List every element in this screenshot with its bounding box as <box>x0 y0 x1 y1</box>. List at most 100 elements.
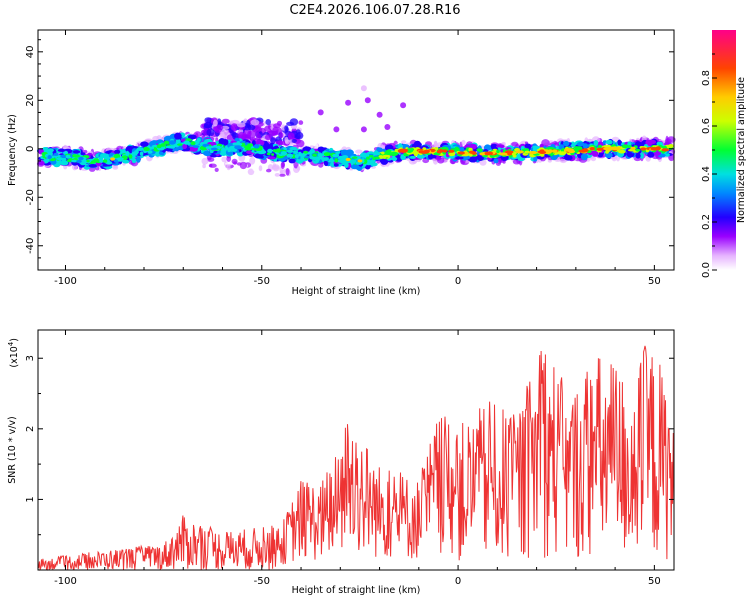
spectrogram-cell <box>88 164 98 168</box>
spectrogram-peak <box>640 147 647 151</box>
spectrogram-cell <box>332 153 340 158</box>
spectrogram-cell <box>288 158 296 164</box>
spectrogram-cell <box>186 142 191 145</box>
spectrogram-cell <box>190 141 196 146</box>
spectrogram-cell <box>401 140 407 144</box>
spectrogram-cell <box>303 150 309 154</box>
spectrogram-peak <box>581 148 590 152</box>
spectrogram-cell <box>476 148 484 152</box>
spectrogram-cell <box>576 141 585 147</box>
spectrogram-peak <box>538 150 547 154</box>
spectrogram-cell <box>286 121 295 126</box>
spectrogram-cell <box>325 148 330 152</box>
spectrogram-cell <box>285 168 290 176</box>
spectrogram-peak <box>357 159 363 163</box>
x-tick-label: 50 <box>648 276 661 287</box>
spectrogram-peak <box>397 149 404 153</box>
spectrogram-cell <box>477 155 484 161</box>
colorbar-gradient <box>712 30 736 270</box>
spectrogram-cell <box>345 99 352 106</box>
spectrogram-peak <box>448 149 455 153</box>
spectrogram-cell <box>317 146 325 152</box>
spectrogram-peak <box>608 146 616 150</box>
spectrogram-cell <box>564 155 573 161</box>
colorbar-tick-label: 0.2 <box>701 214 712 230</box>
spectrogram-cell <box>455 156 464 160</box>
spectrogram-cell <box>493 158 499 164</box>
spectrogram-cell <box>221 147 226 152</box>
snr-x-axis-title: Height of straight line (km) <box>292 585 421 596</box>
spectrogram-cell <box>230 123 238 131</box>
spectrogram-cell <box>250 119 260 126</box>
spectrogram-cell <box>271 165 280 170</box>
y-tick-label: 20 <box>25 94 36 107</box>
spectrogram-cell <box>352 156 358 159</box>
spectrogram-cell <box>266 168 272 173</box>
spectrogram-cell <box>274 173 280 177</box>
spectrogram-cell <box>187 134 197 140</box>
spectrogram-cell <box>117 157 124 162</box>
spectrogram-cell <box>293 161 299 169</box>
spectrogram-cell <box>558 151 567 156</box>
spectrogram-cell <box>174 132 182 140</box>
snr-axes: -100 -50 0 50 1 2 3 <box>25 330 674 587</box>
snr-marks <box>37 345 675 572</box>
spectrogram-cell <box>524 150 530 154</box>
spectrogram-cell <box>266 152 271 156</box>
spectrogram-cell <box>242 134 251 140</box>
spectrogram-cell <box>234 145 243 150</box>
spectrogram-cell <box>378 155 384 159</box>
spectrogram-cell <box>257 150 266 155</box>
spectrogram-cell <box>72 150 81 154</box>
spectrogram-cell <box>217 118 222 125</box>
spectrogram-cell <box>214 167 219 172</box>
spectrogram-cell <box>313 156 321 162</box>
snr-panel: -100 -50 0 50 1 2 3 Height of straight line (k… <box>7 329 675 596</box>
spectrogram-cell <box>312 153 317 157</box>
colorbar: 0.0 0.2 0.4 0.6 0.8 Normalized spectral ampl… <box>701 30 747 278</box>
x-tick-label: -50 <box>254 576 270 587</box>
spectrogram-y-axis-title: Frequency (Hz) <box>7 114 18 186</box>
spectrogram-cell <box>114 149 121 154</box>
spectrogram-cell <box>235 142 243 146</box>
spectrogram-cell <box>297 165 301 171</box>
spectrogram-cell <box>284 136 289 144</box>
spectrogram-cell <box>167 145 175 149</box>
spectrogram-cell <box>103 156 112 160</box>
spectrogram-cell <box>56 157 63 161</box>
spectrogram-cell <box>382 154 391 158</box>
spectrogram-cell <box>501 141 506 146</box>
spectrogram-axes: -100 -50 0 50 -40 -20 0 20 40 <box>25 30 674 287</box>
spectrogram-cell <box>267 156 276 160</box>
spectrogram-cell <box>291 139 297 143</box>
spectrogram-cell <box>98 156 104 162</box>
spectrogram-cell <box>125 151 130 156</box>
spectrogram-cell <box>65 154 71 159</box>
spectrogram-cell <box>140 141 149 147</box>
spectrogram-cell <box>265 142 270 148</box>
spectrogram-peak <box>630 146 636 150</box>
spectrogram-cell <box>321 157 329 161</box>
spectrogram-cell <box>272 126 279 135</box>
spectrogram-peak <box>515 150 524 154</box>
spectrogram-cell <box>279 132 284 139</box>
spectrogram-cell <box>267 148 273 154</box>
colorbar-tick-label: 0.8 <box>701 70 712 86</box>
spectrogram-cell <box>298 153 304 157</box>
spectrogram-cell <box>400 102 407 109</box>
spectrogram-cell <box>368 154 374 158</box>
spectrogram-cell <box>286 150 294 153</box>
spectrogram-cell <box>333 126 340 133</box>
spectrogram-cell <box>366 156 370 160</box>
spectrogram-peak <box>551 149 558 153</box>
spectrogram-cell <box>272 149 279 153</box>
spectrogram-cell <box>373 152 381 156</box>
spectrogram-cell <box>78 156 84 161</box>
y-tick-label: 40 <box>25 45 36 58</box>
spectrogram-cell <box>433 140 438 148</box>
spectrogram-cell <box>215 124 224 131</box>
spectrogram-cell <box>53 152 59 156</box>
spectrogram-cell <box>411 143 418 149</box>
spectrogram-cell <box>168 140 176 145</box>
y-tick-label: 2 <box>25 426 36 432</box>
